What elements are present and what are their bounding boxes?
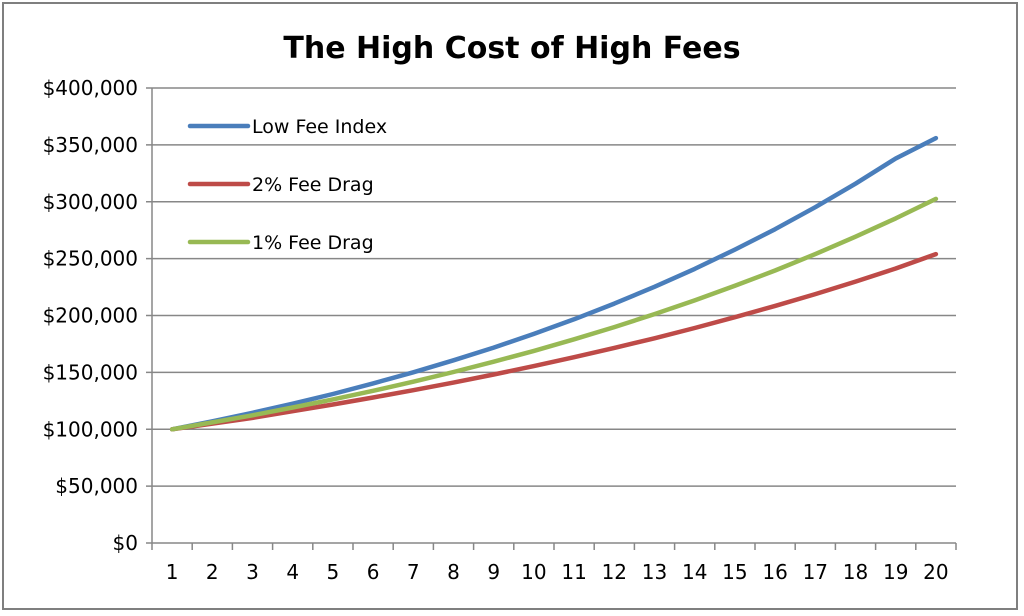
legend-label-2-fee-drag: 2% Fee Drag bbox=[252, 174, 374, 196]
legend-label-1-fee-drag: 1% Fee Drag bbox=[252, 232, 374, 254]
x-tick-label: 12 bbox=[602, 560, 627, 584]
x-tick-label: 7 bbox=[407, 560, 420, 584]
legend-label-low-fee-index: Low Fee Index bbox=[252, 116, 387, 138]
x-tick-label: 10 bbox=[521, 560, 546, 584]
x-tick-label: 9 bbox=[487, 560, 500, 584]
x-tick-label: 16 bbox=[762, 560, 787, 584]
y-tick-label: $400,000 bbox=[43, 76, 138, 100]
x-tick-label: 1 bbox=[166, 560, 179, 584]
series-lines bbox=[169, 135, 939, 432]
legend: Low Fee Index 2% Fee Drag 1% Fee Drag bbox=[187, 116, 387, 254]
chart-title: The High Cost of High Fees bbox=[283, 31, 740, 66]
x-tick-label: 13 bbox=[642, 560, 667, 584]
y-tick-label: $0 bbox=[113, 531, 138, 555]
series-line-2-fee-drag bbox=[169, 251, 939, 432]
x-tick-label: 18 bbox=[843, 560, 868, 584]
x-tick-label: 4 bbox=[286, 560, 299, 584]
chart-frame bbox=[2, 2, 1018, 610]
x-tick-label: 17 bbox=[803, 560, 828, 584]
x-tick-label: 5 bbox=[327, 560, 340, 584]
series-line-1-fee-drag bbox=[169, 196, 939, 432]
x-tick-label: 20 bbox=[923, 560, 948, 584]
y-tick-label: $100,000 bbox=[43, 417, 138, 441]
x-tick-label: 14 bbox=[682, 560, 707, 584]
x-tick-label: 8 bbox=[447, 560, 460, 584]
y-tick-label: $300,000 bbox=[43, 190, 138, 214]
y-axis-ticks: $0 $50,000 $100,000 $150,000 $200,000 $250,00… bbox=[43, 76, 152, 555]
x-tick-label: 19 bbox=[883, 560, 908, 584]
x-tick-label: 6 bbox=[367, 560, 380, 584]
x-tick-label: 3 bbox=[246, 560, 259, 584]
x-tick-label: 2 bbox=[206, 560, 219, 584]
series-line-low-fee-index bbox=[169, 135, 939, 432]
y-tick-label: $200,000 bbox=[43, 304, 138, 328]
y-tick-label: $250,000 bbox=[43, 247, 138, 271]
y-tick-label: $50,000 bbox=[55, 474, 138, 498]
x-tick-label: 15 bbox=[722, 560, 747, 584]
x-axis-ticks: 1 2 3 4 5 6 7 8 9 10 11 12 13 14 15 16 17 18 19 20 bbox=[151, 543, 957, 584]
x-tick-label: 11 bbox=[561, 560, 586, 584]
y-tick-label: $350,000 bbox=[43, 133, 138, 157]
y-tick-label: $150,000 bbox=[43, 360, 138, 384]
